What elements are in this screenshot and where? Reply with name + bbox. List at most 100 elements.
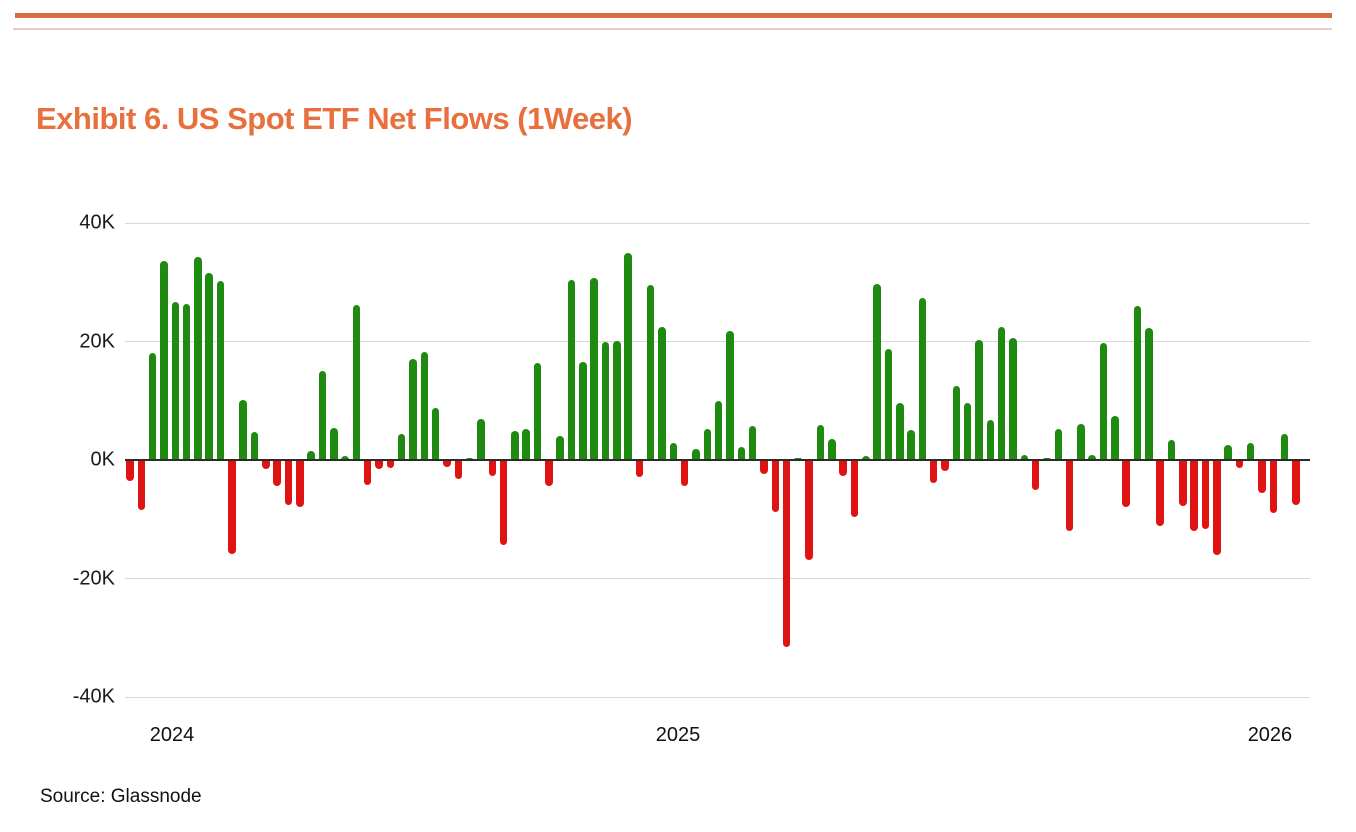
inflow-bar-54 bbox=[737, 446, 746, 460]
inflow-bar-67 bbox=[884, 349, 893, 460]
inflow-bar-36 bbox=[533, 363, 542, 460]
inflow-bar-31 bbox=[477, 419, 485, 460]
inflow-bar-87 bbox=[1111, 415, 1119, 460]
y-tick-40K: 40K bbox=[79, 211, 115, 234]
outflow-bar-71 bbox=[929, 460, 938, 484]
inflow-bar-27 bbox=[431, 408, 440, 460]
inflow-bar-55 bbox=[748, 425, 757, 460]
inflow-bar-5 bbox=[182, 304, 191, 460]
inflow-bar-52 bbox=[714, 401, 723, 460]
outflow-bar-23 bbox=[386, 460, 395, 469]
outflow-bar-22 bbox=[375, 460, 383, 469]
inflow-bar-53 bbox=[726, 331, 734, 460]
inflow-bar-19 bbox=[341, 455, 349, 460]
outflow-bar-1 bbox=[137, 460, 146, 510]
inflow-bar-42 bbox=[601, 341, 610, 460]
inflow-bar-97 bbox=[1224, 444, 1232, 460]
outflow-bar-49 bbox=[680, 460, 689, 487]
inflow-bar-20 bbox=[352, 304, 361, 460]
inflow-bar-78 bbox=[1009, 337, 1017, 460]
inflow-bar-6 bbox=[194, 257, 202, 460]
header-rule-thin bbox=[13, 28, 1332, 30]
inflow-bar-77 bbox=[997, 326, 1006, 460]
inflow-bar-75 bbox=[975, 339, 983, 460]
inflow-bar-43 bbox=[613, 340, 621, 460]
inflow-bar-40 bbox=[579, 361, 587, 460]
inflow-bar-35 bbox=[522, 429, 530, 460]
inflow-bar-86 bbox=[1099, 342, 1108, 460]
inflow-bar-48 bbox=[669, 443, 678, 460]
outflow-bar-80 bbox=[1031, 460, 1040, 491]
inflow-bar-25 bbox=[409, 359, 417, 460]
inflow-bar-10 bbox=[239, 400, 247, 460]
inflow-bar-90 bbox=[1145, 327, 1153, 460]
y-tick-20K: 20K bbox=[79, 330, 115, 352]
exhibit-title: Exhibit 6. US Spot ETF Net Flows (1Week) bbox=[36, 101, 633, 136]
outflow-bar-15 bbox=[296, 460, 304, 507]
inflow-bar-11 bbox=[250, 431, 259, 460]
outflow-bar-12 bbox=[262, 460, 270, 469]
outflow-bar-45 bbox=[635, 460, 644, 477]
header-rule-thick bbox=[15, 13, 1332, 18]
inflow-bar-18 bbox=[330, 428, 338, 460]
y-tick-0K: 0K bbox=[90, 448, 115, 471]
x-tick-2025: 2025 bbox=[655, 724, 701, 746]
inflow-bar-82 bbox=[1054, 428, 1063, 460]
inflow-bar-69 bbox=[907, 429, 915, 460]
inflow-bar-24 bbox=[397, 433, 406, 460]
source-caption: Source: Glassnode bbox=[40, 786, 202, 807]
inflow-bar-61 bbox=[816, 425, 825, 460]
inflow-bar-84 bbox=[1077, 424, 1085, 460]
inflow-bar-89 bbox=[1133, 305, 1142, 460]
outflow-bar-9 bbox=[228, 460, 236, 554]
outflow-bar-95 bbox=[1201, 460, 1210, 529]
inflow-bar-99 bbox=[1246, 442, 1255, 460]
outflow-bar-60 bbox=[805, 460, 813, 560]
outflow-bar-91 bbox=[1156, 460, 1164, 527]
y-tick--20K: -20K bbox=[72, 567, 115, 589]
inflow-bar-8 bbox=[216, 281, 225, 460]
inflow-bar-17 bbox=[318, 371, 327, 460]
gridline--40K bbox=[125, 696, 1310, 698]
outflow-bar-101 bbox=[1269, 460, 1278, 513]
inflow-bar-26 bbox=[420, 352, 429, 460]
x-tick-2026: 2026 bbox=[1247, 724, 1293, 746]
inflow-bar-34 bbox=[511, 430, 519, 460]
inflow-bar-38 bbox=[556, 436, 564, 460]
inflow-bar-41 bbox=[590, 277, 598, 460]
inflow-bar-73 bbox=[952, 385, 961, 460]
gridline--20K bbox=[125, 578, 1310, 579]
inflow-bar-4 bbox=[171, 301, 180, 460]
outflow-bar-28 bbox=[443, 460, 451, 467]
inflow-bar-81 bbox=[1043, 457, 1051, 460]
inflow-bar-46 bbox=[646, 284, 655, 460]
inflow-bar-62 bbox=[828, 439, 836, 460]
outflow-bar-56 bbox=[760, 460, 768, 474]
outflow-bar-21 bbox=[363, 460, 372, 486]
inflow-bar-30 bbox=[465, 457, 474, 460]
x-tick-2024: 2024 bbox=[149, 724, 195, 746]
inflow-bar-16 bbox=[307, 450, 315, 460]
inflow-bar-51 bbox=[703, 429, 712, 460]
outflow-bar-58 bbox=[782, 460, 791, 647]
inflow-bar-79 bbox=[1020, 455, 1029, 460]
inflow-bar-76 bbox=[986, 419, 995, 460]
inflow-bar-85 bbox=[1088, 454, 1096, 460]
outflow-bar-103 bbox=[1292, 460, 1300, 506]
inflow-bar-47 bbox=[658, 327, 666, 460]
outflow-bar-96 bbox=[1213, 460, 1221, 556]
inflow-bar-92 bbox=[1167, 439, 1176, 460]
inflow-bar-65 bbox=[862, 455, 870, 460]
outflow-bar-29 bbox=[454, 460, 463, 479]
inflow-bar-2 bbox=[148, 353, 157, 460]
inflow-bar-44 bbox=[624, 253, 632, 460]
outflow-bar-33 bbox=[499, 460, 508, 545]
zero-axis-line bbox=[125, 459, 1310, 461]
inflow-bar-39 bbox=[567, 279, 576, 460]
outflow-bar-100 bbox=[1258, 460, 1266, 493]
outflow-bar-64 bbox=[850, 460, 859, 517]
y-tick--40K: -40K bbox=[72, 685, 115, 708]
gridline-40K bbox=[125, 222, 1310, 224]
etf-net-flows-chart bbox=[125, 222, 1310, 698]
